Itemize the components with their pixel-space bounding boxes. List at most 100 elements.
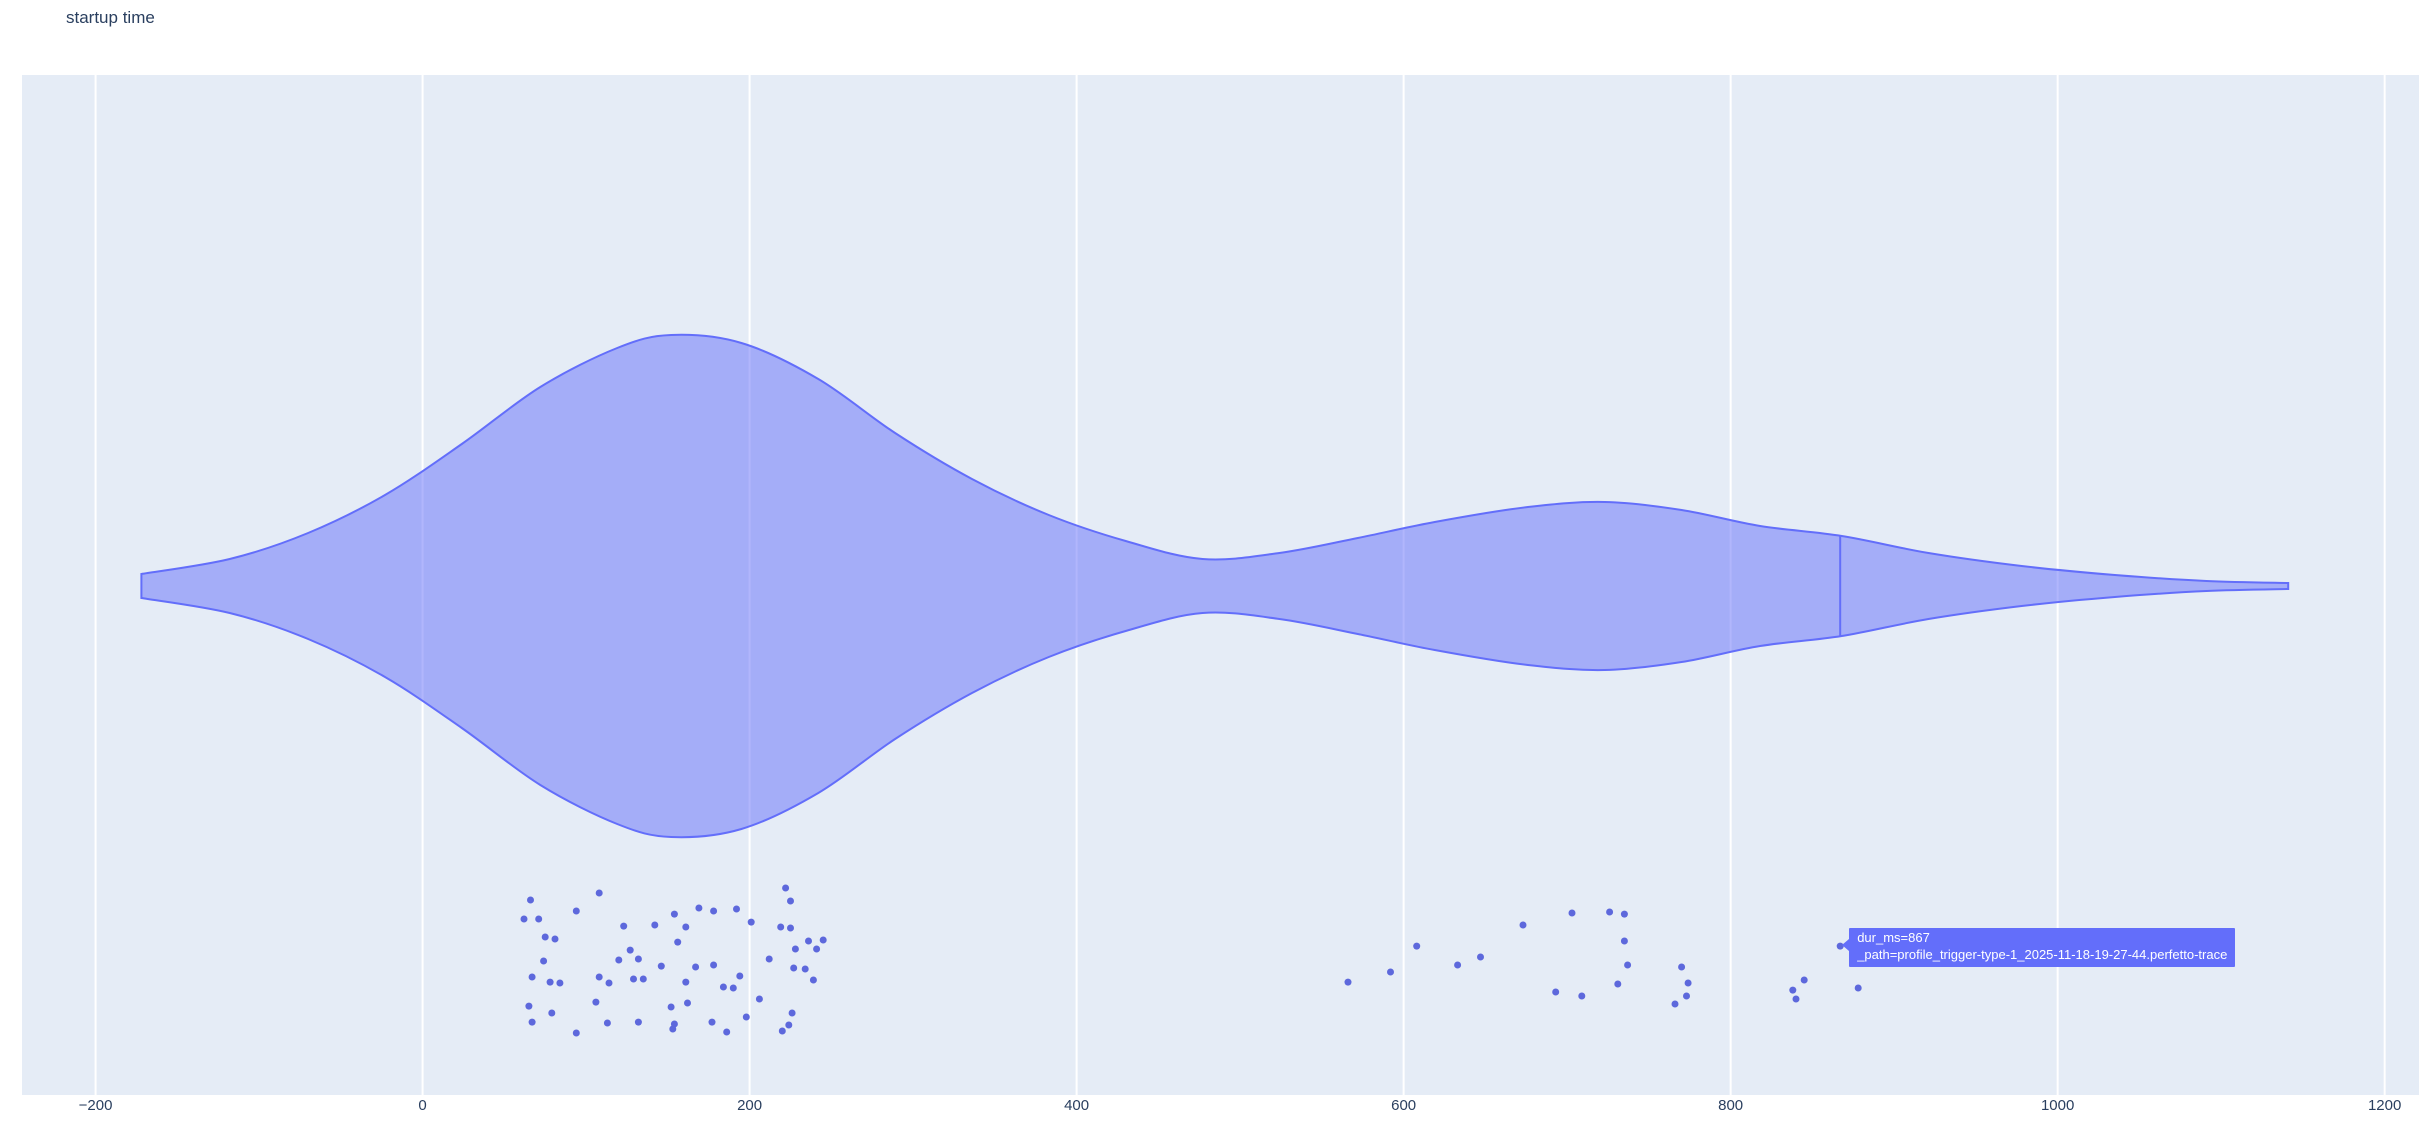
x-tick-label: 1000 <box>2040 1097 2075 1114</box>
strip-point[interactable] <box>813 945 821 953</box>
strip-point[interactable] <box>1568 909 1576 917</box>
x-tick-label: 0 <box>418 1097 427 1114</box>
strip-point[interactable] <box>736 972 744 980</box>
strip-point[interactable] <box>1620 937 1628 945</box>
strip-point[interactable] <box>572 1029 580 1037</box>
strip-point[interactable] <box>1854 984 1862 992</box>
strip-point[interactable] <box>1678 963 1686 971</box>
strip-point[interactable] <box>551 935 559 943</box>
strip-point[interactable] <box>605 979 613 987</box>
x-tick-label: −200 <box>78 1097 113 1114</box>
strip-point[interactable] <box>1800 976 1808 984</box>
x-tick-label: 1200 <box>2367 1097 2402 1114</box>
strip-point[interactable] <box>1606 908 1614 916</box>
strip-point[interactable] <box>788 1009 796 1017</box>
strip-point[interactable] <box>1387 968 1394 976</box>
strip-point[interactable] <box>1624 961 1632 969</box>
strip-point[interactable] <box>1671 1000 1679 1008</box>
strip-point[interactable] <box>520 915 528 923</box>
strip-point[interactable] <box>546 978 554 986</box>
strip-point[interactable] <box>785 1021 793 1029</box>
strip-point[interactable] <box>528 1018 536 1026</box>
strip-point[interactable] <box>747 918 755 926</box>
strip-point[interactable] <box>791 945 799 953</box>
tooltip-line-path: _path=profile_trigger-type-1_2025-11-18-… <box>1857 946 2228 962</box>
strip-point[interactable] <box>787 924 794 932</box>
page-title: startup time <box>66 8 155 27</box>
violin-density-shape[interactable] <box>140 333 2290 839</box>
strip-point[interactable] <box>1552 988 1560 996</box>
strip-point[interactable] <box>1477 953 1484 961</box>
strip-point[interactable] <box>1620 910 1628 918</box>
strip-point[interactable] <box>1836 942 1844 950</box>
hover-tooltip: dur_ms=867 _path=profile_trigger-type-1_… <box>1842 928 2236 967</box>
strip-point[interactable] <box>657 962 665 970</box>
strip-point[interactable] <box>540 957 548 965</box>
strip-point[interactable] <box>1519 921 1527 929</box>
strip-point[interactable] <box>670 1020 678 1028</box>
strip-point[interactable] <box>809 976 817 984</box>
strip-point[interactable] <box>1344 978 1352 986</box>
strip-point[interactable] <box>787 897 794 905</box>
strip-point[interactable] <box>1614 980 1622 988</box>
strip-point[interactable] <box>1789 986 1797 994</box>
strip-point[interactable] <box>1413 942 1421 950</box>
strip-point[interactable] <box>782 884 790 892</box>
strip-point[interactable] <box>556 979 564 987</box>
strip-point[interactable] <box>710 907 718 915</box>
strip-point[interactable] <box>1792 995 1800 1003</box>
strip-point[interactable] <box>548 1009 556 1017</box>
strip-point[interactable] <box>723 1028 731 1036</box>
tooltip-arrow <box>1842 939 1850 952</box>
strip-point[interactable] <box>742 1013 750 1021</box>
strip-point[interactable] <box>1454 961 1462 969</box>
strip-point[interactable] <box>670 910 678 918</box>
strip-point[interactable] <box>805 937 812 945</box>
x-tick-label: 200 <box>737 1097 763 1114</box>
strip-point[interactable] <box>682 978 690 986</box>
strip-point[interactable] <box>819 936 827 944</box>
strip-point[interactable] <box>595 889 603 897</box>
strip-point[interactable] <box>592 998 600 1006</box>
strip-point[interactable] <box>708 1018 716 1026</box>
strip-point[interactable] <box>541 933 549 941</box>
strip-point[interactable] <box>733 905 740 913</box>
strip-point[interactable] <box>790 964 798 972</box>
strip-point[interactable] <box>634 1018 642 1026</box>
strip-point[interactable] <box>667 1003 675 1011</box>
strip-point[interactable] <box>620 922 628 930</box>
strip-point[interactable] <box>630 975 637 983</box>
strip-point[interactable] <box>639 975 647 983</box>
strip-point[interactable] <box>710 961 718 969</box>
strip-point[interactable] <box>626 946 634 954</box>
strip-point[interactable] <box>765 955 773 963</box>
strip-point[interactable] <box>603 1019 611 1027</box>
strip-point[interactable] <box>719 983 727 991</box>
strip-point[interactable] <box>595 973 603 981</box>
strip-point[interactable] <box>674 938 682 946</box>
strip-point[interactable] <box>527 896 534 904</box>
strip-point[interactable] <box>682 923 690 931</box>
strip-point[interactable] <box>572 907 580 915</box>
x-tick-label: 400 <box>1064 1097 1090 1114</box>
strip-point[interactable] <box>729 984 737 992</box>
strip-point[interactable] <box>525 1002 533 1010</box>
strip-point[interactable] <box>1578 992 1586 1000</box>
strip-point[interactable] <box>528 973 536 981</box>
strip-point[interactable] <box>801 965 809 973</box>
strip-point[interactable] <box>651 921 659 929</box>
strip-point[interactable] <box>615 956 623 964</box>
strip-point[interactable] <box>1684 979 1692 987</box>
strip-point[interactable] <box>695 904 703 912</box>
strip-point[interactable] <box>634 955 642 963</box>
strip-point[interactable] <box>692 963 700 971</box>
strip-point[interactable] <box>684 999 691 1007</box>
strip-point[interactable] <box>755 995 763 1003</box>
x-tick-label: 600 <box>1391 1097 1417 1114</box>
strip-point[interactable] <box>1683 992 1690 1000</box>
strip-point[interactable] <box>535 915 543 923</box>
strip-point[interactable] <box>777 923 785 931</box>
tooltip-line-dur: dur_ms=867 <box>1857 930 1930 946</box>
strip-point[interactable] <box>778 1027 786 1035</box>
